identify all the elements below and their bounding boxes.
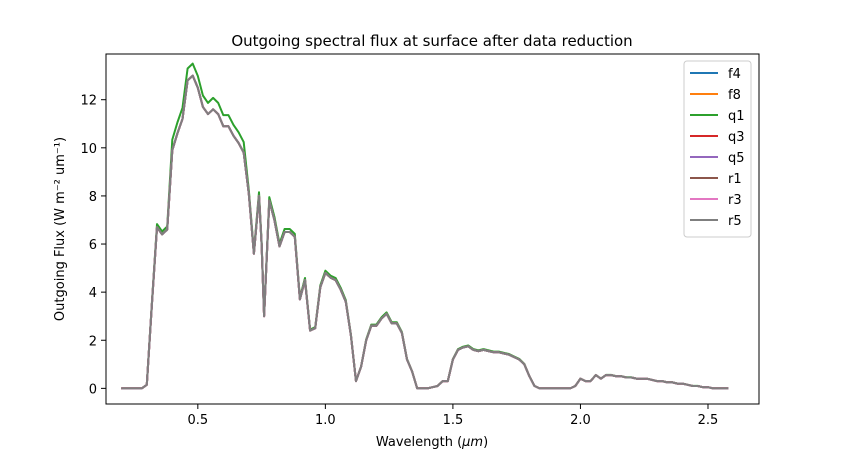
x-axis-label-close: ) bbox=[483, 435, 488, 450]
legend-label-r3: r3 bbox=[728, 193, 742, 208]
x-axis-label: Wavelength (μm) bbox=[376, 435, 488, 450]
legend-label-r5: r5 bbox=[728, 214, 742, 229]
series-line-r3 bbox=[121, 74, 729, 390]
series-line-q5 bbox=[121, 74, 729, 390]
legend: f4 f8 q1 q3 q5 r1 r3 r5 bbox=[683, 60, 752, 238]
legend-box bbox=[683, 60, 752, 238]
series-layer bbox=[121, 62, 729, 390]
series-line-q3 bbox=[121, 74, 729, 390]
series-line-f4 bbox=[121, 74, 729, 390]
y-tick-label: 6 bbox=[89, 238, 97, 253]
series-line-r1 bbox=[121, 74, 729, 390]
plot-frame bbox=[105, 53, 760, 405]
x-axis-ticks: 0.5 1.0 1.5 2.0 2.5 bbox=[187, 404, 718, 428]
series-line-q1 bbox=[121, 62, 729, 390]
y-tick-label: 0 bbox=[89, 382, 97, 397]
x-tick-label: 2.0 bbox=[570, 413, 591, 428]
x-axis-label-unit: μm bbox=[461, 435, 483, 450]
y-axis-ticks: 0 2 4 6 8 10 12 bbox=[80, 94, 106, 397]
chart-title: Outgoing spectral flux at surface after … bbox=[231, 32, 632, 50]
series-line-f8 bbox=[121, 74, 729, 390]
x-tick-label: 2.5 bbox=[698, 413, 719, 428]
x-tick-label: 1.0 bbox=[315, 413, 336, 428]
x-tick-label: 0.5 bbox=[187, 413, 208, 428]
x-axis-label-text: Wavelength ( bbox=[376, 435, 462, 450]
x-tick-label: 1.5 bbox=[443, 413, 464, 428]
legend-label-q3: q3 bbox=[728, 130, 745, 145]
y-tick-label: 12 bbox=[80, 94, 97, 109]
legend-label-q5: q5 bbox=[728, 151, 745, 166]
y-tick-label: 10 bbox=[80, 142, 97, 157]
legend-label-f8: f8 bbox=[728, 88, 741, 103]
y-tick-label: 2 bbox=[89, 334, 97, 349]
y-tick-label: 4 bbox=[89, 286, 97, 301]
plot-area bbox=[105, 53, 760, 405]
y-axis-label: Outgoing Flux (W m⁻² um⁻¹) bbox=[53, 137, 68, 321]
legend-label-f4: f4 bbox=[728, 67, 741, 82]
legend-label-r1: r1 bbox=[728, 172, 742, 187]
series-line-r5 bbox=[121, 74, 729, 390]
legend-label-q1: q1 bbox=[728, 109, 745, 124]
y-tick-label: 8 bbox=[89, 190, 97, 205]
